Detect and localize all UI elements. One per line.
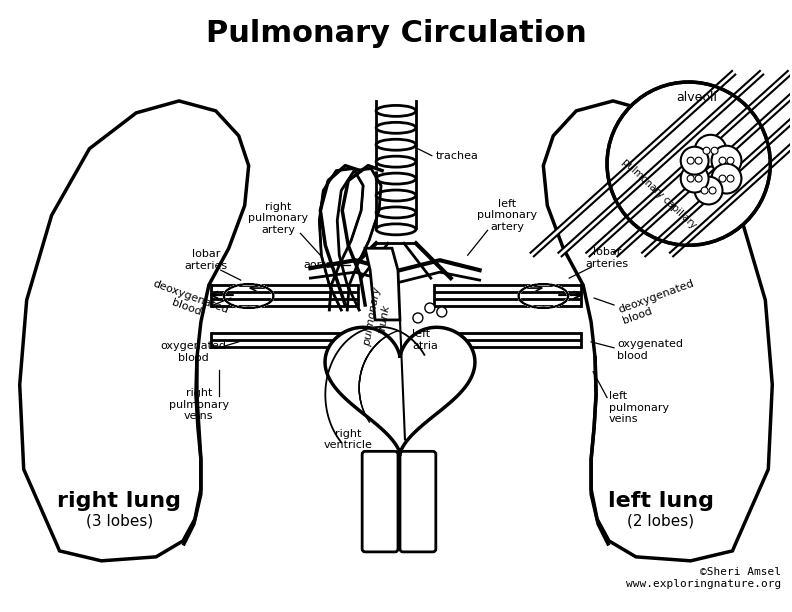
- Ellipse shape: [376, 173, 416, 184]
- Circle shape: [680, 147, 709, 174]
- Circle shape: [695, 135, 726, 166]
- Circle shape: [727, 157, 734, 164]
- Text: oxygenated
blood: oxygenated blood: [160, 341, 226, 362]
- Circle shape: [695, 157, 702, 164]
- Polygon shape: [345, 166, 382, 171]
- Text: right lung: right lung: [57, 491, 181, 511]
- Ellipse shape: [376, 105, 416, 116]
- Text: pulmonary
trunk: pulmonary trunk: [362, 286, 394, 349]
- Text: right
pulmonary
artery: right pulmonary artery: [249, 202, 309, 235]
- Circle shape: [695, 177, 722, 204]
- Ellipse shape: [376, 140, 416, 150]
- Text: oxygenated
blood: oxygenated blood: [617, 339, 683, 360]
- Polygon shape: [320, 181, 348, 211]
- Polygon shape: [325, 327, 475, 454]
- Polygon shape: [543, 101, 772, 561]
- Circle shape: [701, 187, 708, 194]
- Polygon shape: [326, 245, 360, 275]
- Text: (3 lobes): (3 lobes): [86, 513, 153, 529]
- Text: right
ventricle: right ventricle: [324, 428, 373, 450]
- Text: alveoli: alveoli: [676, 91, 717, 105]
- Circle shape: [687, 175, 694, 182]
- Text: left
atria: left atria: [412, 329, 438, 351]
- Text: right
pulmonary
veins: right pulmonary veins: [169, 388, 229, 421]
- Text: Pulmonary Circulation: Pulmonary Circulation: [206, 19, 586, 48]
- Text: lobar
arteries: lobar arteries: [185, 250, 227, 271]
- Ellipse shape: [376, 156, 416, 167]
- Circle shape: [425, 303, 435, 313]
- Ellipse shape: [376, 190, 416, 201]
- Circle shape: [709, 187, 716, 194]
- Circle shape: [711, 147, 718, 154]
- Text: ©Sheri Amsel
www.exploringnature.org: ©Sheri Amsel www.exploringnature.org: [626, 567, 781, 589]
- Circle shape: [607, 82, 771, 245]
- Circle shape: [711, 163, 741, 193]
- FancyBboxPatch shape: [400, 451, 436, 552]
- Text: left
pulmonary
artery: left pulmonary artery: [478, 199, 538, 232]
- Circle shape: [711, 146, 741, 176]
- Text: (2 lobes): (2 lobes): [627, 513, 695, 529]
- Text: lobar
arteries: lobar arteries: [585, 247, 629, 269]
- Ellipse shape: [376, 122, 416, 133]
- Polygon shape: [365, 248, 400, 320]
- Circle shape: [680, 165, 709, 193]
- Circle shape: [437, 307, 447, 317]
- Circle shape: [413, 313, 423, 323]
- Circle shape: [703, 147, 710, 154]
- Text: left
pulmonary
veins: left pulmonary veins: [609, 391, 669, 424]
- Text: trachea: trachea: [436, 151, 478, 161]
- Polygon shape: [320, 211, 348, 245]
- Circle shape: [695, 175, 702, 182]
- Polygon shape: [329, 166, 368, 181]
- Polygon shape: [329, 169, 372, 310]
- Text: deoxygenated
blood: deoxygenated blood: [617, 278, 699, 326]
- Text: deoxygenated
blood: deoxygenated blood: [147, 278, 230, 326]
- Text: aorta: aorta: [304, 260, 333, 270]
- FancyBboxPatch shape: [362, 451, 398, 552]
- Polygon shape: [335, 275, 365, 305]
- Circle shape: [719, 157, 726, 164]
- Text: pulmonary capillary: pulmonary capillary: [620, 157, 698, 230]
- Polygon shape: [20, 101, 249, 561]
- Circle shape: [687, 157, 694, 164]
- Ellipse shape: [376, 224, 416, 235]
- Ellipse shape: [376, 207, 416, 218]
- Text: left lung: left lung: [607, 491, 714, 511]
- Circle shape: [719, 175, 726, 182]
- Circle shape: [727, 175, 734, 182]
